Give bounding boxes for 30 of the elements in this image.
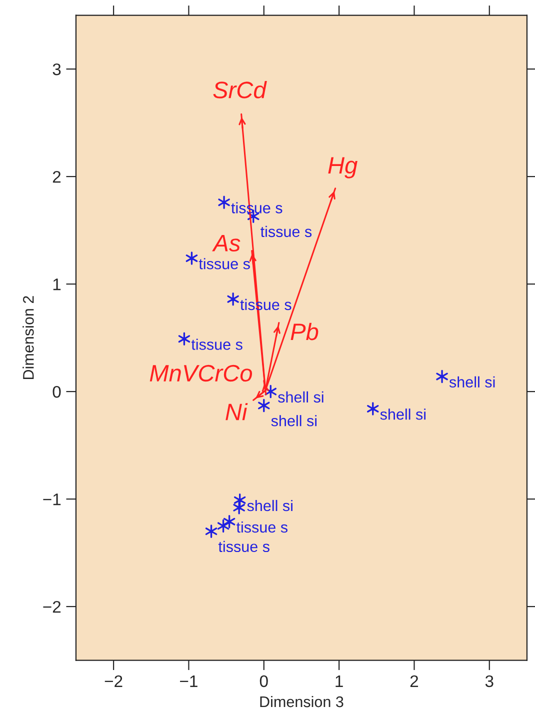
data-label: tissue s <box>260 226 312 238</box>
series-label: As <box>212 235 240 252</box>
series-label: MnVCrCo <box>150 364 252 382</box>
data-label: shell si <box>449 376 495 388</box>
series-label: Hg <box>328 157 358 178</box>
data-label: shell si <box>247 500 292 512</box>
data-label: tissue s <box>191 338 242 350</box>
x-tick-label: −1 <box>180 675 198 687</box>
x-tick-label: 0 <box>260 675 268 688</box>
series-label: SrCd <box>213 81 267 98</box>
y-tick-label: −1 <box>43 494 61 506</box>
data-label: tissue s <box>236 521 288 533</box>
y-tick-label: 3 <box>52 63 61 76</box>
y-tick-label: 2 <box>52 170 61 183</box>
legend-label: Pb <box>290 322 318 340</box>
x-tick-label: 3 <box>485 675 494 688</box>
y-tick-label: 1 <box>53 278 61 290</box>
x-axis-title: Dimension 3 <box>260 696 344 708</box>
x-tick-label: 1 <box>336 675 343 687</box>
x-tick-label: −2 <box>104 675 122 687</box>
series-label: Ni <box>226 403 248 420</box>
y-axis-title: Dimension 2 <box>22 296 34 379</box>
data-label: tissue s <box>218 540 270 552</box>
data-label: tissue s <box>198 258 250 270</box>
y-tick-label: 0 <box>52 386 61 398</box>
y-tick-label: −2 <box>43 600 61 613</box>
x-tick-label: 2 <box>410 675 418 687</box>
data-label: shell si <box>271 415 317 426</box>
data-label: shell si <box>278 391 324 403</box>
data-label: shell si <box>380 408 426 420</box>
